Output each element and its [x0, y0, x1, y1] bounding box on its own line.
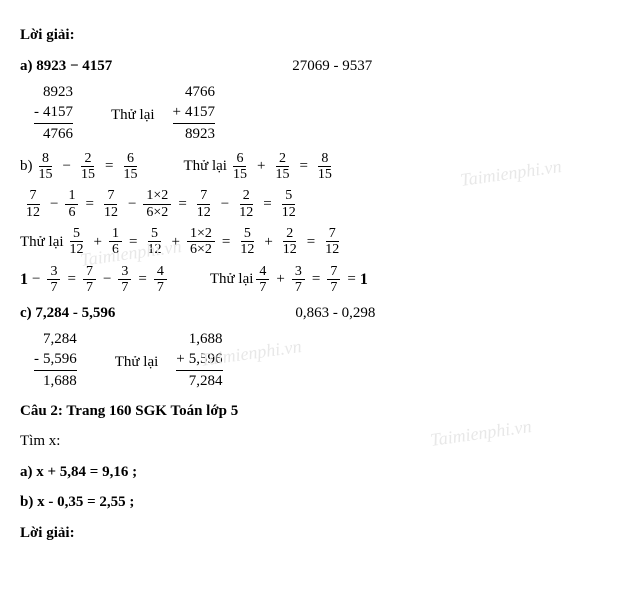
one: 1 [360, 268, 368, 292]
frac: 215 [78, 151, 98, 183]
frac: 815 [36, 151, 56, 183]
frac: 37 [47, 264, 60, 296]
c-check: 1,688 +5,596 7,284 [176, 330, 222, 392]
check-label: Thử lại [183, 155, 227, 178]
frac: 1×26×2 [187, 226, 215, 258]
op: = [263, 193, 271, 216]
op: + [257, 155, 265, 178]
q2-part-a: a) x + 5,84 = 9,16 ; [20, 464, 137, 480]
op: = [299, 155, 307, 178]
a-check: 4766 +4157 8923 [173, 83, 215, 145]
frac: 37 [292, 264, 305, 296]
op: − [103, 268, 111, 291]
solution-title: Lời giải: [20, 24, 610, 47]
op: = [85, 193, 93, 216]
frac: 512 [279, 188, 299, 220]
frac: 712 [194, 188, 214, 220]
op: − [63, 155, 71, 178]
frac: 615 [230, 151, 250, 183]
frac: 615 [120, 151, 140, 183]
frac: 16 [65, 188, 78, 220]
op: = [67, 268, 75, 291]
check-label: Thử lại [115, 349, 159, 374]
op: − [50, 193, 58, 216]
frac: 77 [83, 264, 96, 296]
op: = [347, 268, 355, 291]
op: = [138, 268, 146, 291]
q2-part-b: b) x - 0,35 = 2,55 ; [20, 494, 134, 510]
part-a-right: 27069 - 9537 [292, 55, 372, 78]
frac: 212 [236, 188, 256, 220]
frac: 47 [256, 264, 269, 296]
op: − [128, 193, 136, 216]
op: = [222, 231, 230, 254]
one: 1 [20, 268, 28, 292]
frac: 512 [144, 226, 164, 258]
op: + [94, 231, 102, 254]
part-a-label: a) 8923 − 4157 [20, 55, 112, 78]
frac: 47 [154, 264, 167, 296]
frac: 712 [23, 188, 43, 220]
part-c-right: 0,863 - 0,298 [295, 302, 375, 325]
question-2-title: Câu 2: Trang 160 SGK Toán lớp 5 [20, 400, 610, 423]
q2-solution-title: Lời giải: [20, 522, 610, 545]
frac: 37 [118, 264, 131, 296]
frac: 1×26×2 [143, 188, 171, 220]
op: − [32, 268, 40, 291]
frac: 512 [67, 226, 87, 258]
a-subtraction: 8923 -4157 4766 [34, 83, 73, 145]
question-2-prompt: Tìm x: [20, 430, 610, 453]
op: = [129, 231, 137, 254]
frac: 77 [327, 264, 340, 296]
c-subtraction: 7,284 -5,596 1,688 [34, 330, 77, 392]
op: − [221, 193, 229, 216]
check-label: Thử lại [210, 268, 254, 291]
check-label: Thử lại [20, 231, 64, 254]
check-label: Thử lại [111, 102, 155, 127]
frac: 712 [322, 226, 342, 258]
op: = [312, 268, 320, 291]
op: + [171, 231, 179, 254]
frac: 512 [237, 226, 257, 258]
frac: 212 [280, 226, 300, 258]
op: = [105, 155, 113, 178]
op: = [307, 231, 315, 254]
frac: 815 [315, 151, 335, 183]
op: = [178, 193, 186, 216]
op: + [264, 231, 272, 254]
frac: 16 [109, 226, 122, 258]
part-c-label: c) 7,284 - 5,596 [20, 302, 115, 325]
frac: 712 [101, 188, 121, 220]
frac: 215 [272, 151, 292, 183]
part-b-label: b) [20, 155, 33, 178]
op: + [276, 268, 284, 291]
